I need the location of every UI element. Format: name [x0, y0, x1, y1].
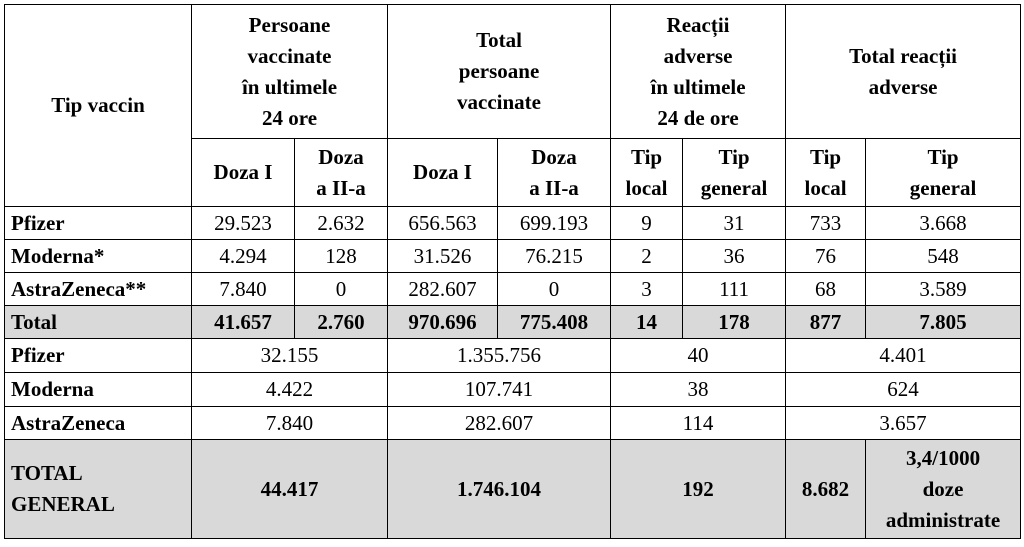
cell: 8.682: [785, 439, 867, 539]
cell: 624: [785, 372, 1022, 407]
cell: 36: [682, 239, 787, 273]
cell: 4.294: [191, 239, 295, 273]
cell: 76.215: [497, 239, 612, 273]
cell: 282.607: [387, 406, 612, 440]
table-row: Pfizer 29.523 2.632 656.563 699.193 9 31…: [4, 206, 1022, 240]
cell: 7.840: [191, 272, 295, 306]
cell: 192: [610, 439, 787, 539]
cell: 699.193: [497, 206, 612, 240]
cell: 3: [610, 272, 684, 306]
row-name: Pfizer: [4, 206, 192, 240]
cell: 733: [785, 206, 867, 240]
summary-row: Pfizer 32.155 1.355.756 40 4.401: [4, 338, 1022, 373]
cell: 2: [610, 239, 684, 273]
cell: 31: [682, 206, 787, 240]
vaccination-report: Tip vaccin Persoane vaccinate în ultimel…: [4, 4, 1022, 543]
grand-total-row: TOTAL GENERAL 44.417 1.746.104 192 8.682…: [4, 439, 1022, 539]
cell: 9: [610, 206, 684, 240]
cell: 1.746.104: [387, 439, 612, 539]
cell: 32.155: [190, 338, 389, 373]
header-row-1: Tip vaccin Persoane vaccinate în ultimel…: [4, 4, 1022, 207]
summary-row: Moderna 4.422 107.741 38 624: [4, 372, 1022, 407]
cell: 128: [293, 239, 389, 273]
cell: 107.741: [387, 372, 612, 407]
cell: 68: [785, 272, 867, 306]
vaccination-table: Tip vaccin Persoane vaccinate în ultimel…: [4, 4, 1022, 539]
row-name: AstraZeneca: [4, 406, 192, 440]
row-name: TOTAL GENERAL: [4, 439, 192, 539]
cell: 41.657: [191, 305, 295, 339]
cell: 114: [610, 406, 787, 440]
cell: 3.657: [785, 406, 1022, 440]
cell: 1.355.756: [387, 338, 612, 373]
cell: 548: [865, 239, 1022, 273]
cell: 3.668: [865, 206, 1022, 240]
cell: 38: [610, 372, 787, 407]
total-row: Total 41.657 2.760 970.696 775.408 14 17…: [4, 305, 1022, 339]
row-name: Moderna: [4, 372, 192, 407]
cell: 970.696: [387, 305, 499, 339]
header-total-persoane: Total persoane vaccinate: [387, 4, 612, 139]
row-name: Total: [4, 305, 192, 339]
cell: 4.401: [785, 338, 1022, 373]
cell: 0: [497, 272, 612, 306]
cell: 282.607: [387, 272, 499, 306]
cell: 40: [610, 338, 787, 373]
cell: 111: [682, 272, 787, 306]
cell: 44.417: [190, 439, 389, 539]
subheader-doza1: Doza I: [387, 138, 499, 207]
cell: 0: [293, 272, 389, 306]
header-total-reactii: Total reacții adverse: [785, 4, 1022, 139]
cell: 775.408: [497, 305, 612, 339]
subheader-doza2: Doza a II-a: [293, 138, 389, 207]
cell: 4.422: [190, 372, 389, 407]
header-row-2: Doza I Doza a II-a Doza I Doza a II-a Ti…: [5, 138, 1022, 207]
cell: 877: [785, 305, 867, 339]
header-tip-vaccin: Tip vaccin: [4, 4, 192, 207]
cell: 3,4/1000 doze administrate: [865, 439, 1022, 539]
cell: 31.526: [387, 239, 499, 273]
row-name: AstraZeneca**: [4, 272, 192, 306]
cell: 2.760: [293, 305, 389, 339]
row-name: Pfizer: [4, 338, 192, 373]
subheader-tip-local: Tip local: [785, 138, 867, 207]
cell: 2.632: [293, 206, 389, 240]
subheader-tip-general: Tip general: [865, 138, 1022, 207]
row-name: Moderna*: [4, 239, 192, 273]
table-row: Moderna* 4.294 128 31.526 76.215 2 36 76…: [4, 239, 1022, 273]
subheader-tip-general: Tip general: [682, 138, 787, 207]
summary-row: AstraZeneca 7.840 282.607 114 3.657: [4, 406, 1022, 440]
cell: 3.589: [865, 272, 1022, 306]
header-persoane-24h: Persoane vaccinate în ultimele 24 ore: [190, 4, 389, 139]
header-reactii-24h: Reacții adverse în ultimele 24 de ore: [610, 4, 787, 139]
subheader-doza2: Doza a II-a: [497, 138, 612, 207]
cell: 29.523: [191, 206, 295, 240]
cell: 178: [682, 305, 787, 339]
subheader-tip-local: Tip local: [610, 138, 684, 207]
cell: 76: [785, 239, 867, 273]
cell: 7.805: [865, 305, 1022, 339]
cell: 14: [610, 305, 684, 339]
subheader-doza1: Doza I: [191, 138, 295, 207]
cell: 7.840: [190, 406, 389, 440]
table-row: AstraZeneca** 7.840 0 282.607 0 3 111 68…: [4, 272, 1022, 306]
cell: 656.563: [387, 206, 499, 240]
